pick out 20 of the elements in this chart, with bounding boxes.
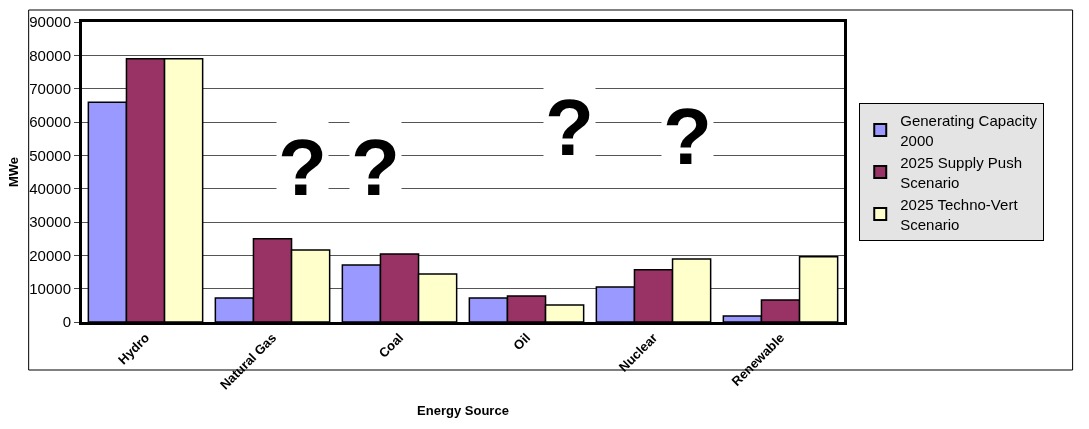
y-tick-label: 50000 bbox=[29, 146, 71, 164]
y-tick-label: 90000 bbox=[29, 13, 71, 31]
y-tick-label: 20000 bbox=[29, 246, 71, 264]
annotation: ? bbox=[351, 123, 400, 212]
y-tick-label: 30000 bbox=[29, 213, 71, 231]
annotation: ? bbox=[663, 92, 712, 181]
y-tick-label: 10000 bbox=[29, 279, 71, 297]
y-tick-label: 0 bbox=[62, 313, 71, 331]
y-tick-label: 60000 bbox=[29, 113, 71, 131]
x-axis-title: Energy Source bbox=[417, 403, 509, 419]
y-tick-label: 40000 bbox=[29, 179, 71, 197]
y-axis-title: MWe bbox=[6, 156, 22, 188]
x-tick-label: Oil bbox=[510, 330, 534, 354]
legend-label: 2025 Techno-Vert Scenario bbox=[900, 196, 1019, 233]
annotation: ? bbox=[278, 123, 327, 212]
legend-label: Generating Capacity 2000 bbox=[900, 112, 1038, 149]
legend-label: 2025 Supply Push Scenario bbox=[900, 154, 1023, 191]
y-tick-label: 80000 bbox=[29, 46, 71, 64]
y-tick-label: 70000 bbox=[29, 79, 71, 97]
annotation: ? bbox=[545, 83, 594, 172]
